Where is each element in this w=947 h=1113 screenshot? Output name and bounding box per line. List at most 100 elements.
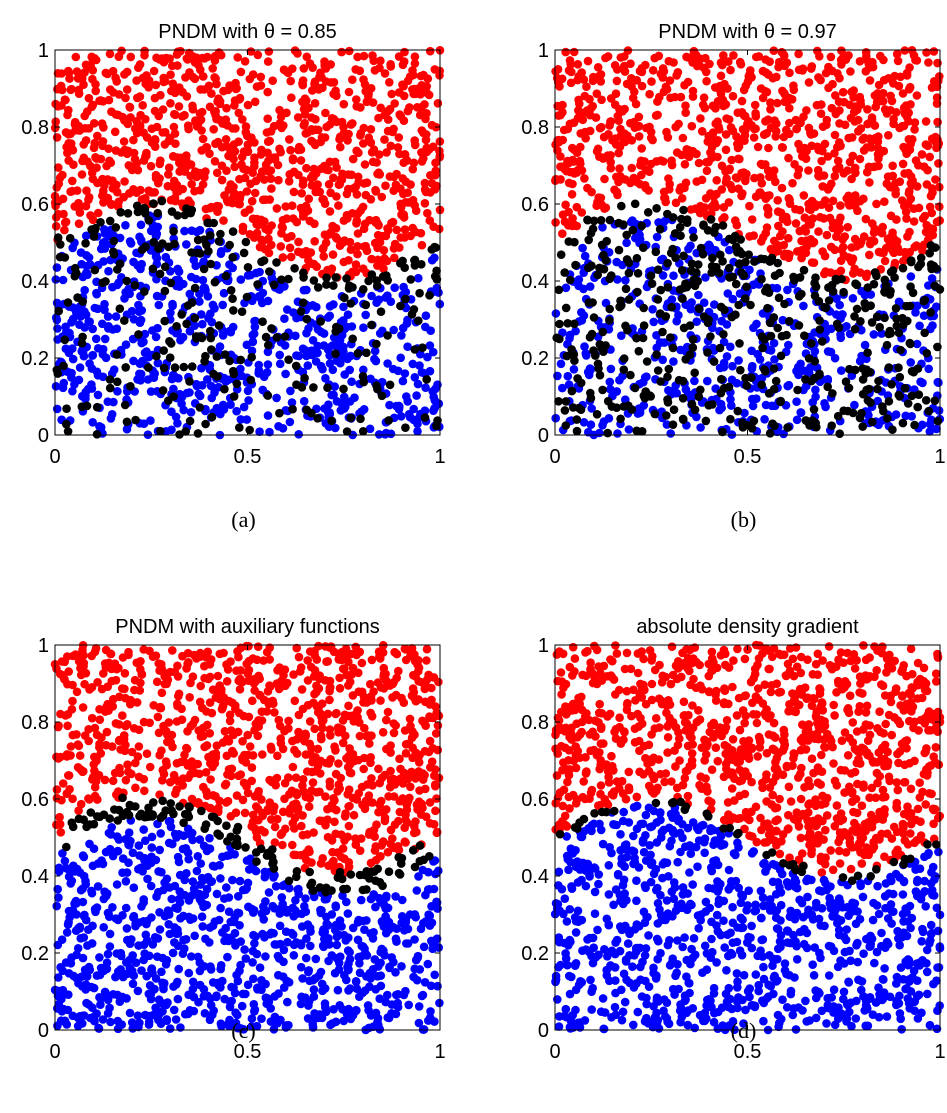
point-lower	[294, 430, 303, 439]
point-upper	[772, 73, 781, 82]
point-lower	[292, 351, 301, 360]
point-upper	[901, 248, 910, 257]
point-detected	[598, 386, 607, 395]
point-upper	[586, 127, 595, 136]
point-lower	[122, 340, 131, 349]
point-upper	[678, 194, 687, 203]
point-detected	[757, 381, 766, 390]
point-upper	[923, 180, 932, 189]
point-detected	[880, 314, 889, 323]
point-upper	[911, 56, 920, 65]
point-detected	[206, 327, 215, 336]
point-lower	[387, 430, 396, 439]
point-detected	[431, 243, 440, 252]
point-upper	[806, 235, 815, 244]
point-upper	[662, 128, 671, 137]
point-upper	[838, 235, 847, 244]
point-upper	[371, 66, 380, 75]
point-upper	[88, 714, 97, 723]
point-lower	[842, 322, 851, 331]
point-upper	[82, 61, 91, 70]
point-upper	[780, 90, 789, 99]
point-upper	[905, 228, 914, 237]
point-upper	[688, 122, 697, 131]
point-lower	[749, 402, 758, 411]
point-detected	[885, 397, 894, 406]
point-detected	[87, 225, 96, 234]
point-detected	[359, 285, 368, 294]
point-upper	[872, 200, 881, 209]
point-upper	[376, 261, 385, 270]
point-lower	[89, 351, 98, 360]
point-upper	[90, 119, 99, 128]
point-detected	[815, 297, 824, 306]
point-upper	[98, 119, 107, 128]
point-detected	[264, 391, 273, 400]
point-upper	[830, 149, 839, 158]
point-lower	[648, 305, 657, 314]
point-upper	[366, 759, 375, 768]
point-upper	[321, 133, 330, 142]
point-detected	[229, 306, 238, 315]
point-lower	[219, 401, 228, 410]
point-detected	[562, 304, 571, 313]
point-upper	[114, 111, 123, 120]
point-upper	[761, 117, 770, 126]
point-upper	[431, 807, 440, 816]
y-tick-label: 0.6	[521, 194, 549, 216]
point-upper	[689, 92, 698, 101]
point-lower	[216, 410, 225, 419]
point-detected	[617, 202, 626, 211]
point-detected	[54, 307, 63, 316]
point-upper	[180, 111, 189, 120]
point-detected	[229, 227, 238, 236]
point-upper	[79, 140, 88, 149]
point-upper	[648, 136, 657, 145]
point-lower	[195, 297, 204, 306]
point-lower	[302, 286, 311, 295]
point-upper	[431, 782, 440, 791]
point-detected	[776, 397, 785, 406]
chart-title: PNDM with θ = 0.85	[158, 21, 336, 43]
point-detected	[648, 279, 657, 288]
point-upper	[760, 130, 769, 139]
point-lower	[553, 372, 562, 381]
point-detected	[706, 332, 715, 341]
point-upper	[559, 136, 568, 145]
point-upper	[158, 689, 167, 698]
point-upper	[128, 748, 137, 757]
point-upper	[254, 642, 263, 651]
point-upper	[279, 745, 288, 754]
point-upper	[378, 193, 387, 202]
point-upper	[627, 74, 636, 83]
point-upper	[60, 226, 69, 235]
x-tick-label: 0.5	[234, 446, 262, 468]
point-upper	[313, 655, 322, 664]
point-detected	[678, 294, 687, 303]
point-upper	[154, 112, 163, 121]
point-upper	[330, 78, 339, 87]
point-upper	[343, 214, 352, 223]
point-upper	[565, 179, 574, 188]
point-upper	[854, 116, 863, 125]
point-upper	[174, 692, 183, 701]
point-detected	[401, 295, 410, 304]
point-lower	[587, 420, 596, 429]
point-lower	[705, 241, 714, 250]
point-upper	[597, 123, 606, 132]
point-upper	[78, 170, 87, 179]
point-detected	[688, 400, 697, 409]
point-upper	[410, 822, 419, 831]
point-upper	[626, 179, 635, 188]
point-upper	[655, 93, 664, 102]
point-lower	[849, 294, 858, 303]
point-upper	[673, 148, 682, 157]
point-lower	[82, 388, 91, 397]
point-upper	[223, 752, 232, 761]
point-upper	[815, 172, 824, 181]
point-upper	[284, 773, 293, 782]
point-detected	[555, 320, 564, 329]
point-upper	[159, 766, 168, 775]
point-upper	[788, 179, 797, 188]
point-lower	[575, 275, 584, 284]
